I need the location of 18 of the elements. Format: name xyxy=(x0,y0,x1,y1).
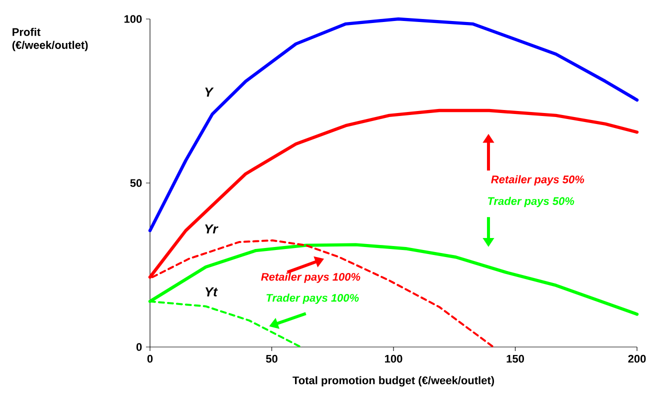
line-series xyxy=(148,17,639,232)
series-label: Y xyxy=(205,88,214,97)
x-axis-title: Total promotion budget (€/week/outlet) xyxy=(292,376,494,386)
annotation: Retailer pays 100% xyxy=(261,272,360,283)
x-tick-label: 100 xyxy=(385,354,402,363)
y-tick-label: 100 xyxy=(124,15,142,23)
x-tick-label: 150 xyxy=(506,354,524,363)
series-label: Yr xyxy=(205,224,218,234)
y-tick-label: 0 xyxy=(136,343,142,351)
x-tick-label: 0 xyxy=(147,354,153,363)
annotation: Retailer pays 50% xyxy=(491,175,584,186)
y-axis-title: Profit (€/week/outlet) xyxy=(12,28,88,52)
annotation: Trader pays 50% xyxy=(488,196,574,208)
x-tick-label: 50 xyxy=(266,354,278,363)
y-tick-label: 50 xyxy=(130,179,142,187)
series-label: Yt xyxy=(205,287,218,296)
x-tick-label: 200 xyxy=(628,354,646,363)
annotation: Trader pays 100% xyxy=(266,294,359,304)
